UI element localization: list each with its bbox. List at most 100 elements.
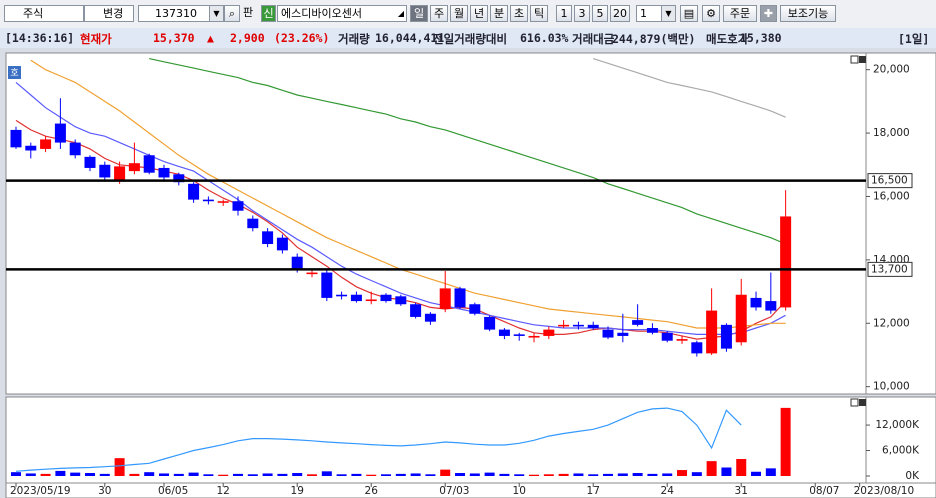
candle-body xyxy=(128,163,140,172)
volume-bar xyxy=(588,474,599,476)
code-input[interactable]: 137310 ▼ xyxy=(138,5,224,22)
change-pct: (23.26%) xyxy=(274,31,330,45)
volume-bar xyxy=(159,473,169,476)
period-button[interactable]: 틱 xyxy=(530,5,548,22)
candle-body xyxy=(54,123,66,143)
panel-button[interactable] xyxy=(859,56,866,63)
level-label-box xyxy=(867,173,913,189)
x-tick-label: 19 xyxy=(291,485,304,497)
save-icon[interactable]: ▤ xyxy=(680,5,698,22)
candle-body xyxy=(84,156,96,168)
panel-button[interactable] xyxy=(859,399,866,406)
volume-bar xyxy=(410,473,421,476)
y-tick-label: 10,000 xyxy=(873,381,910,393)
volume-bar xyxy=(677,470,688,476)
volume-bar xyxy=(173,473,184,476)
name-box[interactable]: 에스디바이오센서 ◢ xyxy=(277,5,407,22)
candle-body xyxy=(336,294,348,297)
candle-body xyxy=(321,272,333,298)
search-button[interactable]: ⌕ xyxy=(224,5,240,22)
stock-name: 에스디바이오센서 xyxy=(281,7,362,20)
volume-bar xyxy=(336,474,347,476)
x-tick-label: 07/03 xyxy=(439,485,469,497)
period-button[interactable]: 일 xyxy=(410,5,428,22)
info-bar: [14:36:16] 현재가 15,370 ▲ 2,900 (23.26%) 거… xyxy=(0,28,936,49)
vol-ratio-label: 전일거래량대비 xyxy=(433,32,508,46)
panel-button[interactable] xyxy=(850,398,859,407)
candle-body xyxy=(646,328,658,333)
x-tick-label: 26 xyxy=(365,485,379,497)
candle-body xyxy=(706,310,718,354)
candle-body xyxy=(10,129,22,148)
candle-body xyxy=(350,294,362,302)
change: 2,900 xyxy=(230,31,265,45)
volume-bar xyxy=(247,474,258,476)
x-tick-label: 30 xyxy=(98,485,111,497)
x-tick-label: 06/05 xyxy=(158,485,188,497)
volume-bar xyxy=(484,472,495,476)
axes: 10,00012,00014,00016,00018,00020,00016,5… xyxy=(6,64,920,497)
candle-body xyxy=(158,167,170,178)
volume-bar xyxy=(751,471,762,476)
candle-body xyxy=(114,166,126,181)
moving-average-line xyxy=(30,59,786,329)
aux-button[interactable]: 보조기능 xyxy=(780,5,836,22)
count-input[interactable]: 1 ▼ xyxy=(636,5,676,22)
candle-body xyxy=(232,201,244,211)
volume-bar xyxy=(366,474,377,476)
panel-button[interactable] xyxy=(850,55,859,64)
volume-bar xyxy=(706,461,717,476)
price: 15,370 xyxy=(153,31,195,45)
span-button[interactable]: 5 xyxy=(592,5,608,22)
candle-body xyxy=(750,297,762,308)
span-button[interactable]: 20 xyxy=(610,5,630,22)
new-badge: 신 xyxy=(261,5,276,22)
candle-body xyxy=(25,145,37,151)
period-button[interactable]: 초 xyxy=(510,5,528,22)
period-button[interactable]: 월 xyxy=(450,5,468,22)
volume-label: 거래량 xyxy=(338,32,370,46)
count: 1 xyxy=(640,7,647,20)
candle-body xyxy=(202,199,214,202)
candle-body xyxy=(276,237,288,251)
order-button[interactable]: 주문 xyxy=(723,5,757,22)
vol-ratio: 616.03% xyxy=(520,31,569,45)
volume-bar xyxy=(381,474,392,476)
volume-bar xyxy=(603,473,614,476)
settings-icon[interactable]: ⚙ xyxy=(702,5,720,22)
volume-bar xyxy=(277,473,288,476)
arrow: ▲ xyxy=(207,31,214,45)
candle-body xyxy=(765,301,777,311)
span-button[interactable]: 3 xyxy=(574,5,590,22)
candle-body xyxy=(143,155,155,173)
volume-bar xyxy=(129,473,140,476)
market: 주식 xyxy=(23,7,44,20)
span-button[interactable]: 1 xyxy=(556,5,572,22)
period-button[interactable]: 주 xyxy=(430,5,448,22)
price-label: 현재가 xyxy=(80,32,112,46)
candle-body xyxy=(735,294,747,343)
change-select[interactable]: 변경 xyxy=(84,5,134,22)
candle-body xyxy=(632,320,644,325)
candle-body xyxy=(410,304,422,317)
plus-button[interactable]: ✚ xyxy=(760,5,777,22)
volume-bar xyxy=(573,473,584,476)
moving-average-line xyxy=(593,58,786,118)
price-plot xyxy=(10,58,792,357)
period-button[interactable]: 년 xyxy=(470,5,488,22)
volume-bar xyxy=(233,473,244,476)
volume: 16,044,411 xyxy=(375,31,445,45)
candle-body xyxy=(558,324,570,327)
volume-bar xyxy=(203,474,214,476)
pan-label: 판 xyxy=(243,6,254,19)
volume-bar xyxy=(144,472,155,476)
ask: 15,380 xyxy=(740,31,782,45)
candle-body xyxy=(365,299,377,302)
ask-label: 매도호가 xyxy=(706,32,749,46)
moving-average-line xyxy=(149,58,786,245)
volume-axis-panel xyxy=(865,396,936,484)
period-button[interactable]: 분 xyxy=(490,5,508,22)
level-label: 16,500 xyxy=(871,175,908,187)
volume-bar xyxy=(691,472,702,476)
ho-badge[interactable] xyxy=(8,66,21,79)
